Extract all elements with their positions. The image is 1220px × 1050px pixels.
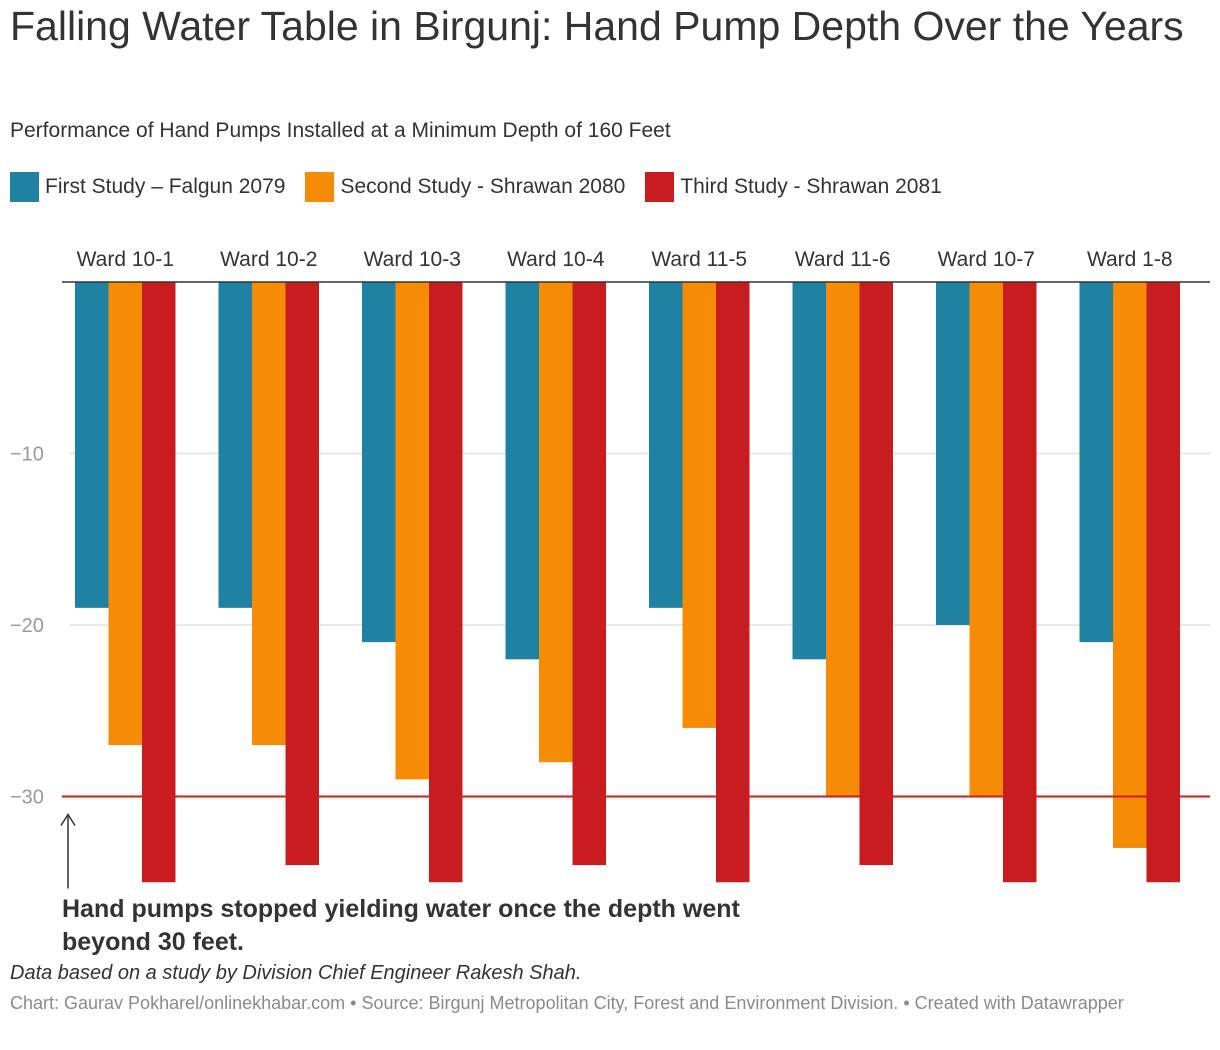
bar-chart: −10 −20 −30 Ward 10-1 Ward 10-2 Ward 10-3 Ward… <box>10 248 1210 889</box>
y-tick-label: −30 <box>10 787 44 809</box>
legend-item-second-study: Second Study - Shrawan 2080 <box>305 172 625 202</box>
chart-annotation: Hand pumps stopped yielding water once t… <box>62 895 740 956</box>
bar <box>792 282 826 660</box>
bar <box>539 282 573 763</box>
category-label: Ward 11-5 <box>651 248 747 271</box>
y-tick-label: −10 <box>10 444 44 466</box>
category-label: Ward 10-1 <box>77 248 174 271</box>
bar <box>108 282 142 746</box>
bar <box>572 282 606 866</box>
bar <box>649 282 683 608</box>
bar <box>859 282 893 866</box>
bar <box>969 282 1003 797</box>
bar <box>1003 282 1037 883</box>
bar <box>285 282 319 866</box>
legend-item-first-study: First Study – Falgun 2079 <box>10 172 285 202</box>
category-label: Ward 11-6 <box>795 248 891 271</box>
chart-footer: Chart: Gaurav Pokharel/onlinekhabar.com … <box>10 993 1124 1013</box>
legend-label-second-study: Second Study - Shrawan 2080 <box>340 175 626 198</box>
y-tick-label: −20 <box>10 615 44 637</box>
data-note: Data based on a study by Division Chief … <box>10 962 582 984</box>
category-label: Ward 10-3 <box>364 248 461 271</box>
legend-label-third-study: Third Study - Shrawan 2081 <box>680 175 942 198</box>
category-label: Ward 1-8 <box>1087 248 1173 271</box>
legend-swatch-first-study <box>10 172 39 202</box>
bar <box>1079 282 1113 643</box>
bar <box>142 282 176 883</box>
legend-swatch-third-study <box>645 172 675 202</box>
bar <box>429 282 463 883</box>
bar <box>1113 282 1147 848</box>
legend-swatch-second-study <box>305 172 335 202</box>
category-label: Ward 10-4 <box>507 248 605 271</box>
bar <box>826 282 860 797</box>
bar <box>936 282 970 625</box>
bar <box>682 282 716 728</box>
legend: First Study – Falgun 2079 Second Study -… <box>10 172 962 202</box>
chart-subtitle: Performance of Hand Pumps Installed at a… <box>10 119 671 142</box>
legend-label-first-study: First Study – Falgun 2079 <box>45 175 286 198</box>
bar <box>218 282 252 608</box>
bar <box>505 282 539 660</box>
bar <box>716 282 750 883</box>
category-label: Ward 10-7 <box>938 248 1035 271</box>
chart-title: Falling Water Table in Birgunj: Hand Pum… <box>10 3 1184 49</box>
bar <box>75 282 109 608</box>
bar <box>362 282 396 643</box>
annotation-arrow-head <box>60 813 76 826</box>
category-label: Ward 10-2 <box>220 248 317 271</box>
legend-item-third-study: Third Study - Shrawan 2081 <box>645 172 942 202</box>
bar <box>252 282 286 746</box>
bar <box>1146 282 1180 883</box>
bar <box>395 282 429 780</box>
